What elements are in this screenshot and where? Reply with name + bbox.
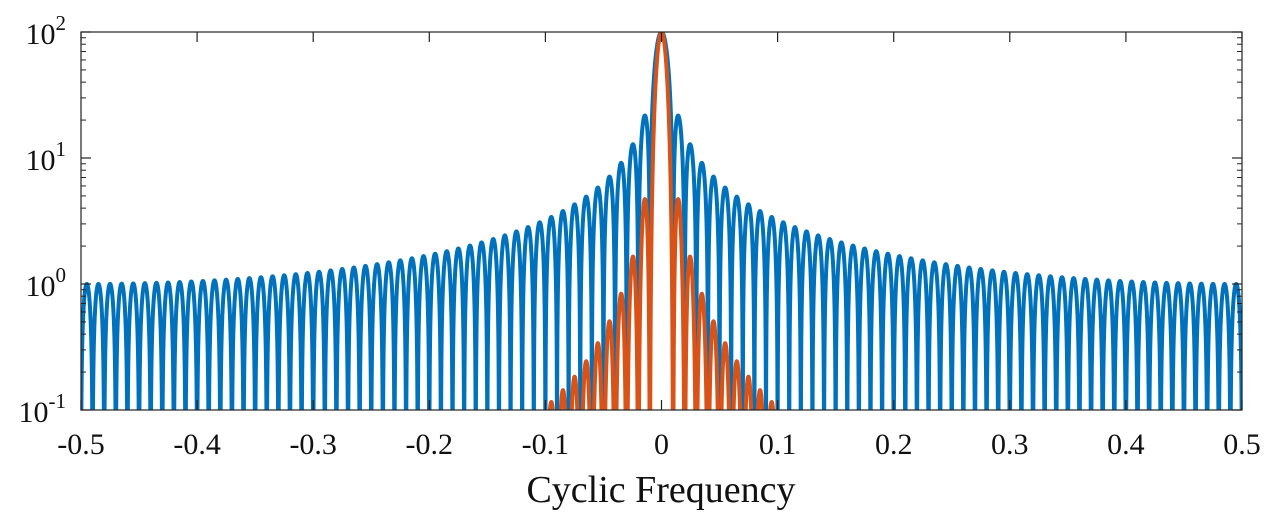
x-tick-label: -0.4 bbox=[173, 428, 221, 461]
y-tick-label: 100 bbox=[26, 263, 67, 303]
x-tick-label: 0.2 bbox=[875, 428, 913, 461]
x-tick-label: -0.1 bbox=[522, 428, 570, 461]
x-axis-title: Cyclic Frequency bbox=[526, 469, 795, 511]
series-layer bbox=[81, 32, 1242, 410]
x-tick-label: 0.4 bbox=[1107, 428, 1145, 461]
y-tick-label: 10-1 bbox=[19, 389, 67, 429]
tick-layer: -0.5 -0.4 -0.3 -0.2 -0.1 0 0.1 0.2 0.3 0.4 0.5 10-1… bbox=[19, 11, 1261, 461]
x-tick-label: 0.3 bbox=[991, 428, 1029, 461]
y-tick-label: 102 bbox=[26, 11, 67, 51]
x-tick-label: 0.5 bbox=[1223, 428, 1261, 461]
series-line-1 bbox=[81, 32, 1242, 410]
x-tick-label: 0.1 bbox=[759, 428, 797, 461]
x-tick-label: -0.3 bbox=[289, 428, 337, 461]
y-tick-label: 101 bbox=[26, 137, 67, 177]
x-tick-label: 0 bbox=[654, 428, 669, 461]
x-tick-label: -0.5 bbox=[57, 428, 105, 461]
x-tick-label: -0.2 bbox=[406, 428, 454, 461]
